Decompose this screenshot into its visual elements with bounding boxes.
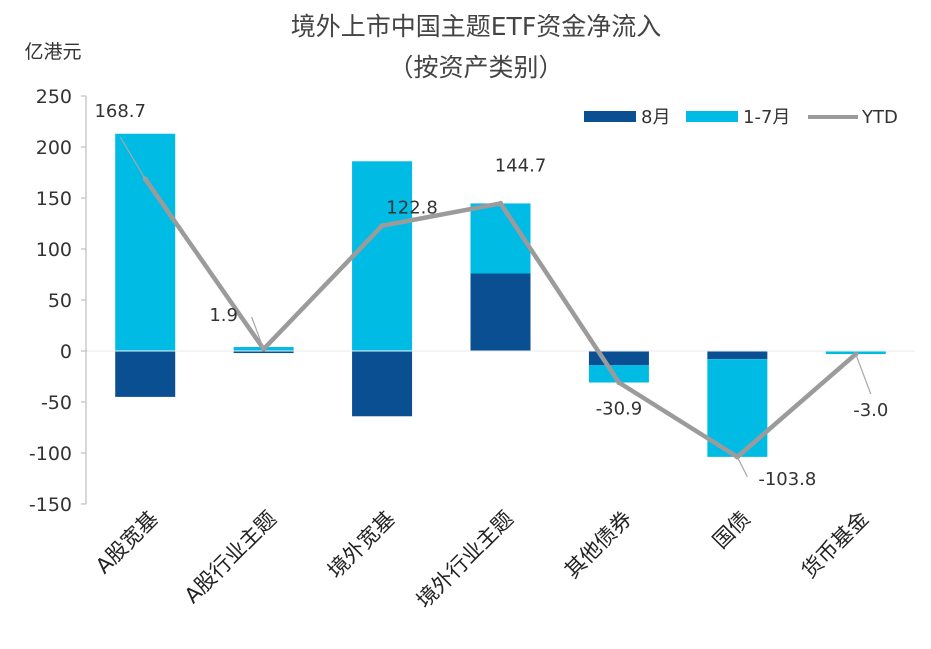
y-tick-label: 0 (60, 341, 72, 363)
y-tick-label: -150 (29, 494, 72, 516)
bar-segment (115, 133, 176, 351)
chart-legend: 8月 1-7月 YTD (584, 107, 898, 128)
ytd-data-label: 122.8 (386, 198, 438, 219)
category-label: A股行业主题 (180, 507, 281, 608)
ytd-data-label: -30.9 (596, 399, 643, 420)
bar-segment (588, 365, 649, 383)
y-tick-label: 100 (36, 239, 72, 261)
bar-segment (352, 161, 413, 351)
category-label: 货币基金 (797, 507, 873, 583)
data-label-leader (251, 316, 265, 350)
chart-subtitle: （按资产类别） (388, 53, 563, 82)
bar-segment (707, 351, 768, 360)
legend-swatch-august (584, 111, 636, 122)
bar-segment (470, 273, 531, 351)
data-label-leader (119, 136, 146, 180)
data-label-leader (855, 353, 872, 395)
category-label: A股宽基 (91, 507, 163, 579)
legend-label-ytd: YTD (861, 107, 898, 128)
bar-segment (233, 351, 294, 354)
y-tick-label: 250 (36, 86, 72, 108)
category-label: 国债 (708, 507, 755, 554)
legend-label-jan-jul: 1-7月 (743, 107, 790, 128)
y-tick-label: 150 (36, 188, 72, 210)
y-tick-label: -100 (29, 443, 72, 465)
y-tick-label: 200 (36, 137, 72, 159)
category-label: 境外宽基 (323, 507, 399, 583)
ytd-data-label: -3.0 (853, 400, 888, 421)
bar-segment (470, 203, 531, 274)
ytd-data-label: 168.7 (94, 101, 146, 122)
chart-title: 境外上市中国主题ETF资金净流入 (291, 12, 661, 41)
ytd-data-label: 1.9 (209, 305, 238, 326)
y-tick-label: -50 (41, 392, 72, 414)
ytd-point (497, 200, 504, 207)
data-label-leader (736, 456, 748, 478)
ytd-point (379, 223, 385, 229)
ytd-data-label: -103.8 (758, 469, 816, 490)
y-axis-unit: 亿港元 (24, 41, 81, 63)
category-label: 其他债券 (560, 507, 636, 583)
legend-label-august: 8月 (641, 107, 670, 128)
bar-segment (352, 351, 413, 417)
label-layer: 168.7 1.9 122.8 144.7 -30.9 -103.8 -3.0 (94, 101, 888, 490)
legend-swatch-jan-jul (686, 111, 738, 122)
ytd-point (616, 379, 622, 386)
category-label: 境外行业主题 (412, 507, 518, 613)
ytd-data-label: 144.7 (495, 155, 547, 176)
y-tick-label: 50 (48, 290, 72, 312)
bar-layer (87, 133, 915, 457)
bar-segment (115, 351, 176, 397)
